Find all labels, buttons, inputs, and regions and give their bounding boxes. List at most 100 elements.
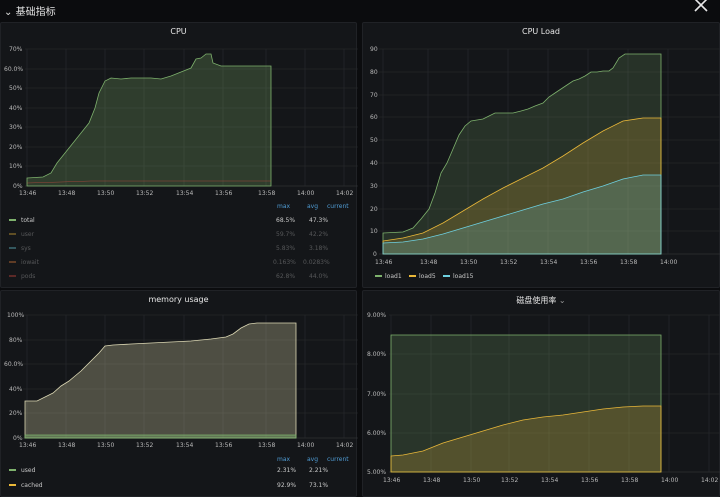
legend-max: 5.83% bbox=[276, 245, 295, 252]
mem-y-tick: 80% bbox=[9, 337, 23, 344]
load-x-tick: 13:58 bbox=[620, 259, 637, 266]
disk-x-tick: 13:46 bbox=[383, 477, 400, 484]
legend-item-iowait[interactable]: iowait 0.163% 0.0283% bbox=[9, 259, 330, 266]
disk-usage-title-text: 磁盘使用率 bbox=[516, 296, 557, 305]
cpu-x-tick: 13:46 bbox=[19, 190, 36, 197]
load-x-tick: 14:00 bbox=[660, 259, 677, 266]
load-y-tick: 70 bbox=[370, 92, 378, 99]
legend-item-load15[interactable]: load15 bbox=[443, 273, 474, 280]
legend-swatch bbox=[9, 233, 16, 235]
cpu-y-tick: 30% bbox=[9, 124, 23, 131]
disk-usage-panel: 磁盘使用率 ⌄ 9.00% 8.00% 7.00% 6.00% 5.00% bbox=[362, 290, 720, 497]
cpu-x-tick: 13:54 bbox=[176, 190, 193, 197]
mem-x-tick: 13:54 bbox=[176, 442, 193, 449]
load-y-tick: 90 bbox=[370, 46, 378, 53]
legend-header-current[interactable]: current bbox=[327, 456, 349, 463]
cpu-panel: CPU 70% 60.0% 50% 40% 30% 2 bbox=[0, 22, 358, 288]
cpu-y-tick: 40% bbox=[9, 105, 23, 112]
cpu-load-panel-title[interactable]: CPU Load bbox=[522, 27, 560, 36]
legend-swatch bbox=[443, 275, 450, 277]
disk-x-tick: 13:54 bbox=[541, 477, 558, 484]
legend-item-total[interactable]: total 68.5% 47.3% bbox=[9, 217, 328, 224]
legend-item-load5[interactable]: load5 bbox=[409, 273, 436, 280]
load15-area bbox=[382, 174, 662, 255]
cpu-x-tick: 13:56 bbox=[215, 190, 232, 197]
legend-header-avg[interactable]: avg bbox=[307, 456, 318, 463]
mem-legend: max avg current used 2.31% 2.21% cached … bbox=[9, 456, 349, 489]
legend-item-pods[interactable]: pods 62.8% 44.0% bbox=[9, 273, 328, 280]
legend-header-max[interactable]: max bbox=[277, 456, 291, 463]
close-icon[interactable] bbox=[692, 0, 710, 14]
row-collapse-toggle[interactable]: ⌄ 基础指标 bbox=[4, 3, 56, 18]
cpu-x-tick: 14:02 bbox=[336, 190, 353, 197]
load-y-tick: 20 bbox=[370, 206, 378, 213]
disk-x-tick: 14:00 bbox=[661, 477, 678, 484]
disk-x-tick: 13:56 bbox=[581, 477, 598, 484]
legend-name: user bbox=[21, 231, 35, 238]
legend-name: load5 bbox=[419, 273, 436, 280]
disk-usage-panel-title[interactable]: 磁盘使用率 ⌄ bbox=[363, 295, 719, 306]
legend-swatch bbox=[409, 275, 416, 277]
cpu-y-tick: 50% bbox=[9, 85, 23, 92]
legend-max: 0.163% bbox=[273, 259, 296, 266]
legend-item-cached[interactable]: cached 92.9% 73.1% bbox=[9, 482, 328, 489]
disk-y-tick: 9.00% bbox=[367, 312, 386, 319]
legend-header-max[interactable]: max bbox=[277, 203, 291, 210]
legend-swatch bbox=[9, 469, 16, 471]
mem-x-tick: 13:58 bbox=[258, 442, 275, 449]
cpu-y-tick: 70% bbox=[9, 46, 23, 53]
cpu-x-tick: 13:58 bbox=[258, 190, 275, 197]
disk-y-tick: 7.00% bbox=[367, 391, 386, 398]
chevron-down-icon: ⌄ bbox=[4, 7, 13, 18]
disk-x-axis: 13:46 13:48 13:50 13:52 13:54 13:56 13:5… bbox=[383, 477, 718, 484]
legend-item-sys[interactable]: sys 5.83% 3.18% bbox=[9, 245, 328, 252]
legend-name: iowait bbox=[21, 259, 40, 266]
mem-y-axis: 100% 80% 60.0% 40% 20% 0% bbox=[4, 312, 24, 442]
load-y-tick: 60 bbox=[370, 114, 378, 121]
load-grid bbox=[379, 48, 720, 255]
legend-swatch bbox=[9, 219, 16, 221]
disk-series-b-area bbox=[390, 405, 662, 473]
disk-x-tick: 14:02 bbox=[701, 477, 718, 484]
memory-usage-panel: memory usage 100% 80% 60.0% 40% 20% 0% bbox=[0, 290, 358, 497]
legend-item-user[interactable]: user 59.7% 42.2% bbox=[9, 231, 328, 238]
disk-y-tick: 5.00% bbox=[367, 469, 386, 476]
disk-y-axis: 9.00% 8.00% 7.00% 6.00% 5.00% bbox=[367, 312, 386, 476]
load-y-tick: 0 bbox=[373, 251, 377, 258]
cpu-panel-title[interactable]: CPU bbox=[170, 27, 187, 36]
row-header: ⌄ 基础指标 bbox=[0, 0, 720, 22]
cpu-y-tick: 0% bbox=[13, 183, 23, 190]
legend-item-load1[interactable]: load1 bbox=[375, 273, 402, 280]
load-x-tick: 13:50 bbox=[460, 259, 477, 266]
disk-x-tick: 13:52 bbox=[501, 477, 518, 484]
mem-x-tick: 14:02 bbox=[336, 442, 353, 449]
load-y-tick: 80 bbox=[370, 69, 378, 76]
cpu-load-panel: CPU Load 90 80 70 60 50 bbox=[362, 22, 720, 288]
disk-x-tick: 13:50 bbox=[463, 477, 480, 484]
cpu-x-tick: 13:48 bbox=[58, 190, 75, 197]
cpu-y-axis: 70% 60.0% 50% 40% 30% 20% 10% 0% bbox=[4, 46, 23, 190]
mem-y-tick: 20% bbox=[9, 410, 23, 417]
cpu-series bbox=[26, 53, 272, 187]
legend-item-used[interactable]: used 2.31% 2.21% bbox=[9, 467, 328, 474]
disk-y-tick: 6.00% bbox=[367, 430, 386, 437]
disk-x-tick: 13:58 bbox=[621, 477, 638, 484]
cpu-load-chart: 90 80 70 60 50 40 30 20 10 0 13:46 13:48… bbox=[370, 46, 720, 280]
mem-x-tick: 13:46 bbox=[19, 442, 36, 449]
load-x-tick: 13:52 bbox=[500, 259, 517, 266]
row-title: 基础指标 bbox=[15, 7, 56, 18]
cpu-legend: max avg current total 68.5% 47.3% user 5… bbox=[9, 203, 349, 280]
legend-header-avg[interactable]: avg bbox=[307, 203, 318, 210]
cpu-total-area bbox=[26, 53, 272, 187]
legend-avg: 3.18% bbox=[309, 245, 328, 252]
load-y-axis: 90 80 70 60 50 40 30 20 10 0 bbox=[370, 46, 378, 258]
legend-header-current[interactable]: current bbox=[327, 203, 349, 210]
memory-usage-panel-title[interactable]: memory usage bbox=[148, 295, 209, 304]
mem-x-tick: 13:50 bbox=[97, 442, 114, 449]
cpu-x-axis: 13:46 13:48 13:50 13:52 13:54 13:56 13:5… bbox=[19, 190, 353, 197]
cpu-y-tick: 60.0% bbox=[4, 66, 23, 73]
disk-usage-chart: 9.00% 8.00% 7.00% 6.00% 5.00% 13:46 13:4… bbox=[367, 312, 720, 484]
legend-swatch bbox=[9, 484, 16, 486]
legend-max: 92.9% bbox=[277, 482, 296, 489]
mem-x-axis: 13:46 13:48 13:50 13:52 13:54 13:56 13:5… bbox=[19, 442, 353, 449]
